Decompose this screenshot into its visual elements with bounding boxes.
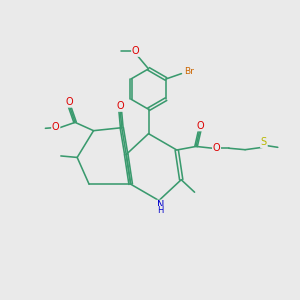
Text: Br: Br: [184, 67, 194, 76]
Text: S: S: [261, 137, 267, 147]
Text: O: O: [52, 122, 60, 132]
Text: O: O: [132, 46, 140, 56]
Text: O: O: [132, 46, 140, 56]
Text: N: N: [157, 200, 164, 210]
Text: O: O: [52, 122, 60, 132]
Text: O: O: [66, 97, 74, 107]
Text: O: O: [116, 101, 124, 111]
Text: O: O: [213, 143, 220, 153]
Text: O: O: [116, 101, 124, 111]
Text: O: O: [66, 97, 74, 107]
Text: S: S: [261, 137, 267, 147]
Text: Br: Br: [184, 67, 194, 76]
Text: O: O: [213, 143, 220, 153]
Text: O: O: [196, 121, 204, 130]
Text: O: O: [196, 121, 204, 130]
Text: H: H: [157, 206, 164, 215]
